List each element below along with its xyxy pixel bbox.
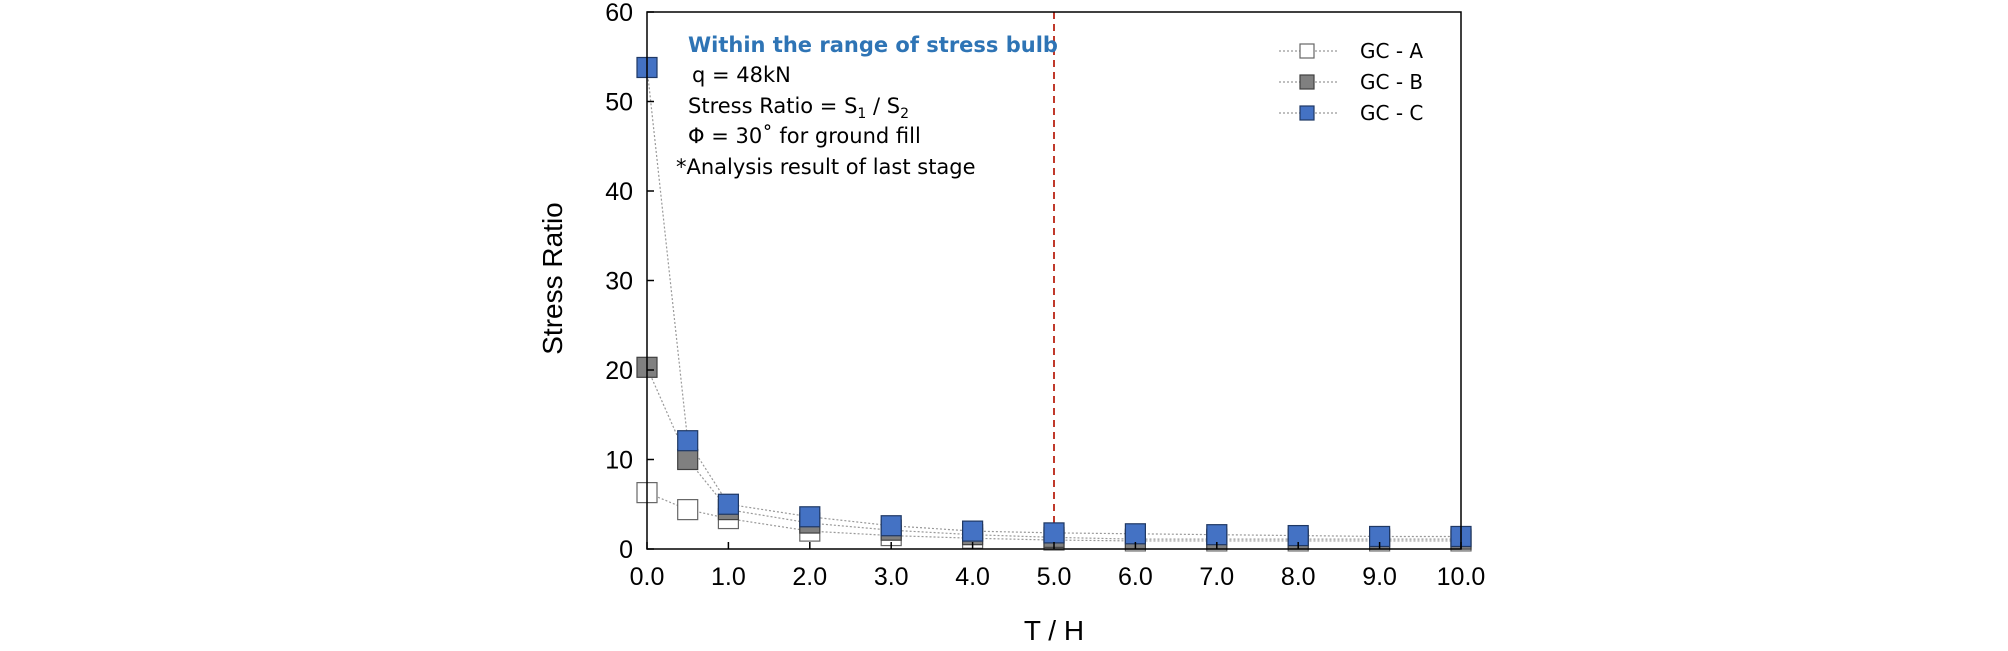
data-point [717, 493, 740, 515]
data-point [880, 515, 902, 537]
x-axis-title: T / H [1024, 615, 1084, 646]
x-tick-label: 9.0 [1362, 563, 1397, 591]
legend-marker [1299, 43, 1315, 59]
data-point [1043, 522, 1065, 544]
x-tick-label: 10.0 [1437, 563, 1486, 591]
x-tick-label: 0.0 [630, 563, 665, 591]
x-tick-label: 8.0 [1281, 563, 1316, 591]
annotation-text-part: q = 48kN [692, 63, 791, 87]
annotation-line: Φ = 30˚ for ground fill [688, 124, 921, 148]
annotation-text-part: *Analysis result of last stage [676, 155, 976, 179]
x-tick-label: 7.0 [1199, 563, 1234, 591]
annotation-title: Within the range of stress bulb [688, 33, 1058, 57]
series-line-1 [646, 367, 1461, 540]
y-axis-title: Stress Ratio [537, 202, 568, 355]
series-line-2 [646, 67, 1461, 538]
x-tick-label: 3.0 [874, 563, 909, 591]
x-tick-label: 6.0 [1118, 563, 1153, 591]
annotation-line: q = 48kN [692, 63, 791, 87]
data-point [1124, 523, 1147, 545]
legend-label: GC - B [1360, 70, 1423, 94]
annotation-text-part: Φ = 30˚ for ground fill [688, 124, 921, 148]
annotation-text-part: 2 [900, 106, 909, 122]
data-point [1206, 524, 1228, 546]
legend-marker [1299, 74, 1315, 90]
legend-label: GC - A [1360, 39, 1423, 63]
y-tick-label: 50 [605, 89, 633, 117]
data-point [677, 430, 699, 452]
legend-marker [1299, 105, 1315, 121]
x-tick-label: 5.0 [1037, 563, 1072, 591]
y-tick-label: 0 [619, 536, 633, 564]
annotation-line: *Analysis result of last stage [676, 155, 976, 179]
x-tick-label: 1.0 [711, 563, 746, 591]
data-point [677, 499, 699, 521]
annotation-line: Stress Ratio = S1 / S2 [688, 94, 909, 122]
y-tick-label: 30 [605, 268, 633, 296]
data-point [799, 506, 821, 528]
legend-label: GC - C [1360, 101, 1423, 125]
data-point [677, 448, 699, 471]
x-tick-label: 4.0 [955, 563, 990, 591]
y-tick-label: 20 [605, 357, 633, 385]
data-point [961, 520, 984, 542]
annotation-text-part: 1 [857, 106, 866, 122]
x-tick-label: 2.0 [792, 563, 827, 591]
y-tick-label: 40 [605, 178, 633, 206]
y-tick-label: 10 [605, 447, 633, 475]
annotation-text-part: Stress Ratio = S [688, 94, 857, 118]
y-tick-label: 60 [605, 0, 633, 27]
annotation-text-part: / S [866, 94, 900, 118]
